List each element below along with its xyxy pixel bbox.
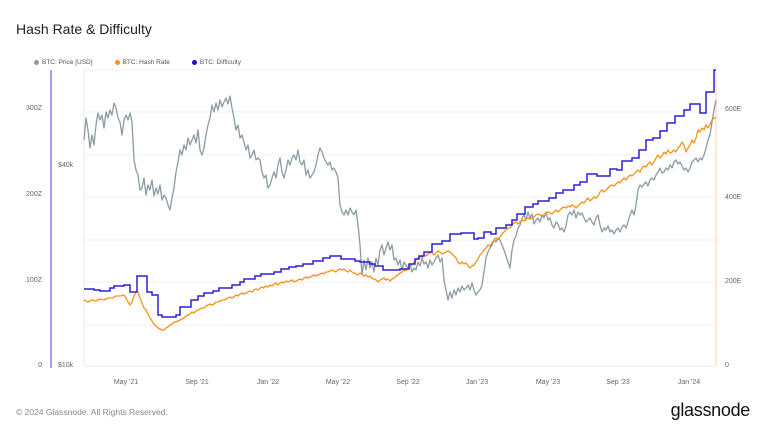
legend-item-price[interactable]: BTC: Price [USD] xyxy=(34,59,93,66)
legend-item-difficulty[interactable]: BTC: Difficulty xyxy=(191,59,241,66)
page-title: Hash Rate & Difficulty xyxy=(16,21,152,37)
copyright-text: © 2024 Glassnode. All Rights Reserved. xyxy=(16,407,168,417)
tick-400e: 400E xyxy=(725,194,742,201)
grid-lines xyxy=(84,69,716,367)
svg-text:May '22: May '22 xyxy=(326,379,350,386)
tick-300z: 300Z xyxy=(26,105,43,112)
legend-label: BTC: Difficulty xyxy=(199,59,241,66)
x-axis: May '21 Sep '21 Jan '22 May '22 Sep '22 … xyxy=(114,379,700,386)
legend-dot-icon xyxy=(191,60,197,65)
legend-label: BTC: Hash Rate xyxy=(122,59,170,66)
tick-100z: 100Z xyxy=(26,277,43,284)
legend-item-hashrate[interactable]: BTC: Hash Rate xyxy=(114,59,170,66)
left-axis-difficulty: 300Z 200Z 100Z 0 xyxy=(26,105,43,369)
svg-text:Jan '23: Jan '23 xyxy=(466,379,488,386)
chart-legend: BTC: Price [USD] BTC: Hash Rate BTC: Dif… xyxy=(34,59,241,66)
svg-text:May '21: May '21 xyxy=(114,379,138,386)
series-price-line xyxy=(83,95,717,301)
glassnode-logo[interactable]: glassnode xyxy=(670,400,751,420)
svg-text:Jan '22: Jan '22 xyxy=(257,379,279,386)
tick-0: 0 xyxy=(38,362,42,369)
legend-dot-icon xyxy=(34,60,39,65)
tick-40k: $40k xyxy=(58,162,74,169)
tick-0e: 0 xyxy=(725,362,729,369)
tick-10k: $10k xyxy=(58,362,74,369)
series-hashrate-line xyxy=(83,117,716,331)
legend-dot-icon xyxy=(114,60,120,65)
series-difficulty-line xyxy=(84,69,716,318)
svg-text:May '23: May '23 xyxy=(536,379,560,386)
tick-200e: 200E xyxy=(725,278,742,285)
tick-200z: 200Z xyxy=(26,191,43,198)
tick-600e: 600E xyxy=(725,106,742,113)
left-axis-price: $40k $10k xyxy=(58,162,74,369)
legend-label: BTC: Price [USD] xyxy=(42,59,93,66)
svg-text:Jan '24: Jan '24 xyxy=(678,379,700,386)
svg-text:Sep '21: Sep '21 xyxy=(185,379,209,386)
svg-text:Sep '22: Sep '22 xyxy=(396,379,420,386)
right-axis-hashrate: 600E 400E 200E 0 xyxy=(725,106,742,369)
svg-text:Sep '23: Sep '23 xyxy=(606,379,630,386)
